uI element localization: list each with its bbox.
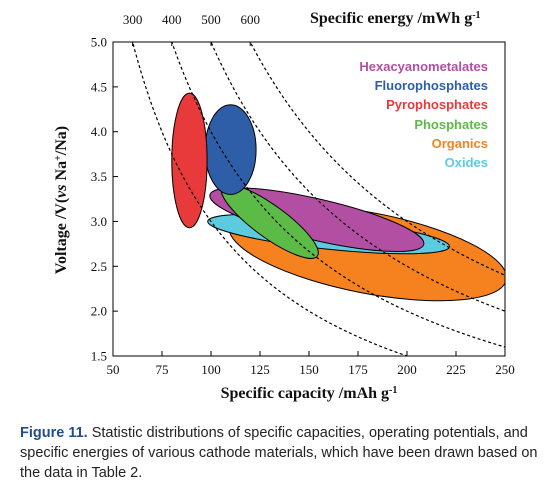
- caption-label: Figure 11.: [20, 425, 88, 441]
- x-axis-title: Specific capacity /mAh g-1: [221, 385, 398, 403]
- y-tick-label: 1.5: [91, 349, 107, 364]
- energy-contour-600: [249, 42, 505, 276]
- energy-tick-label: 500: [201, 12, 221, 27]
- legend-item-oxides: Oxides: [445, 155, 488, 170]
- x-tick-label: 150: [299, 362, 319, 377]
- energy-tick-label: 600: [240, 12, 260, 27]
- y-tick-label: 3.0: [91, 214, 107, 229]
- x-tick-label: 175: [348, 362, 368, 377]
- y-tick-label: 2.0: [91, 304, 107, 319]
- x-tick-label: 75: [156, 362, 169, 377]
- y-tick-label: 2.5: [91, 259, 107, 274]
- legend-item-pyrophosphates: Pyrophosphates: [386, 97, 488, 112]
- y-tick-label: 5.0: [91, 35, 107, 50]
- legend-item-organics: Organics: [432, 136, 488, 151]
- x-tick-label: 250: [495, 362, 515, 377]
- y-tick-label: 4.5: [91, 79, 107, 94]
- x-tick-label: 50: [107, 362, 120, 377]
- figure-caption: Figure 11. Statistic distributions of sp…: [20, 423, 554, 483]
- y-tick-label: 4.0: [91, 124, 107, 139]
- x-tick-label: 125: [250, 362, 270, 377]
- ellipse-fluorophosphates: [204, 104, 257, 196]
- energy-axis-ticks: 300 400 500 600: [123, 12, 260, 46]
- x-tick-label: 225: [446, 362, 466, 377]
- y-axis-title: Voltage /V(vs Na+/Na): [53, 126, 71, 274]
- energy-tick-label: 400: [162, 12, 182, 27]
- y-tick-label: 3.5: [91, 169, 107, 184]
- energy-contours: [131, 42, 505, 356]
- legend-item-phosphates: Phosphates: [414, 117, 488, 132]
- y-axis-ticks: 1.5 2.0 2.5 3.0 3.5 4.0 4.5 5.0: [91, 35, 118, 364]
- x-tick-label: 200: [397, 362, 417, 377]
- legend-item-hexacyanometalates: Hexacyanometalates: [359, 59, 488, 74]
- energy-contour-300: [131, 42, 409, 356]
- x-tick-label: 100: [201, 362, 221, 377]
- legend: Hexacyanometalates Fluorophosphates Pyro…: [359, 59, 488, 170]
- energy-tick-label: 300: [123, 12, 143, 27]
- top-axis-title: Specific energy /mWh g-1: [310, 10, 481, 28]
- x-axis-ticks: 50 75 100 125 150 175 200 225 250: [107, 351, 515, 377]
- energy-contour-500: [210, 42, 505, 312]
- caption-text: Statistic distributions of specific capa…: [20, 425, 538, 481]
- ellipse-pyrophosphates: [171, 92, 208, 229]
- data-ellipses: [171, 92, 505, 302]
- legend-item-fluorophosphates: Fluorophosphates: [375, 78, 488, 93]
